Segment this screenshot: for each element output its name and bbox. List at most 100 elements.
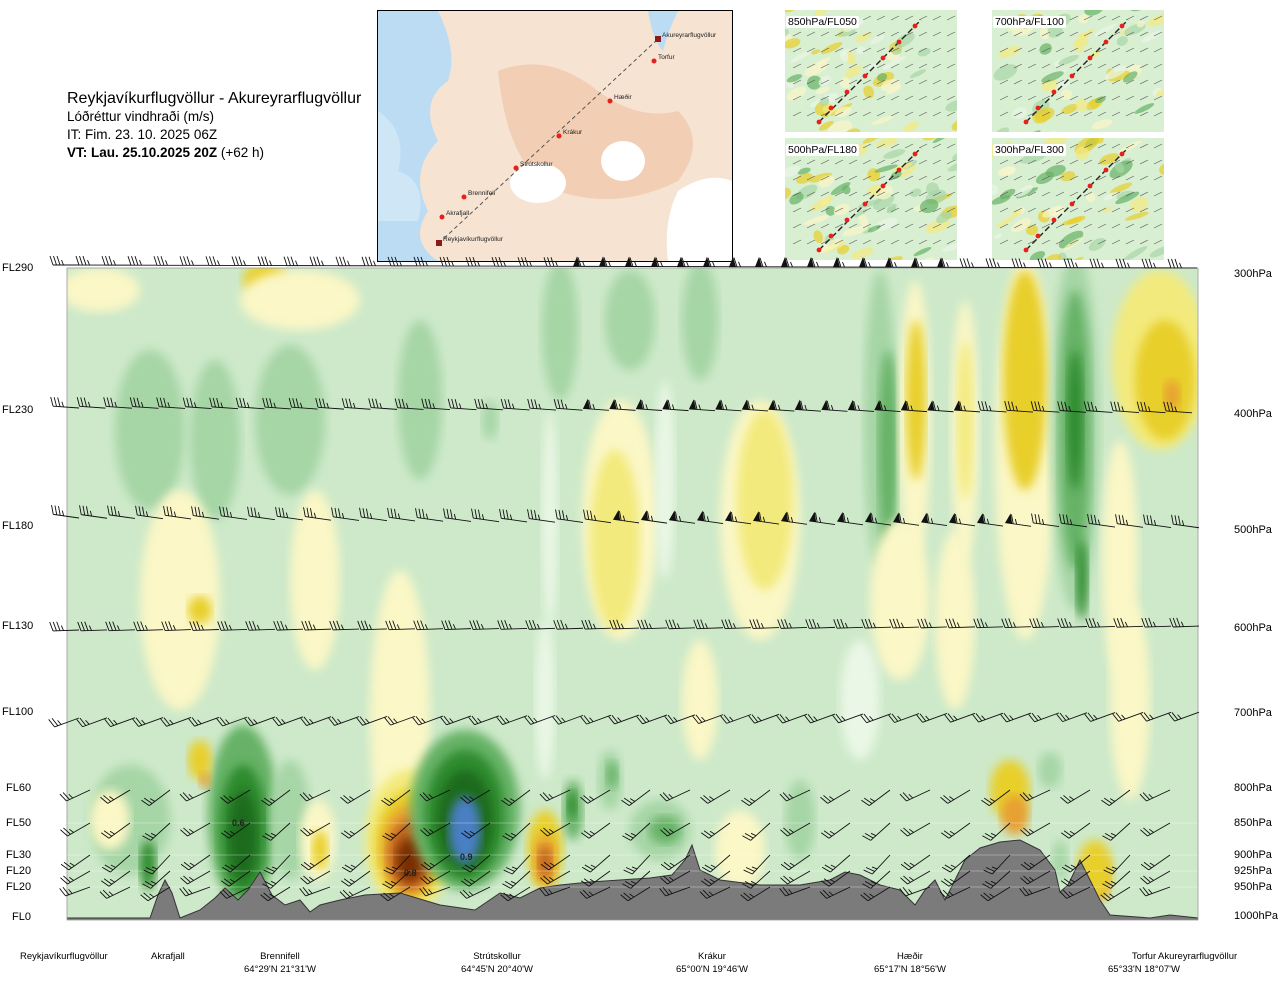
wind-barb	[219, 506, 248, 520]
wind-barb	[972, 712, 1004, 723]
station-coord: 65°17'N 18°56'W	[874, 964, 946, 975]
thumbnail-wind-tick	[876, 79, 886, 85]
thumbnail-wind-tick	[876, 175, 886, 181]
thumbnail-wind-tick	[918, 159, 928, 165]
thumbnail-wind-tick	[932, 191, 942, 197]
fl-label-230: FL230	[2, 404, 34, 416]
wind-barb	[382, 870, 411, 889]
thumbnail-field-cell	[945, 99, 957, 112]
thumbnail-route	[818, 147, 922, 251]
wind-barb	[636, 398, 663, 411]
wind-barb	[937, 257, 963, 268]
wind-barb	[540, 822, 571, 837]
thumbnail-wind-tick	[932, 143, 942, 149]
thumbnail-point	[896, 39, 902, 45]
thumbnail-wind-tick	[862, 223, 872, 229]
fl-label-0: FL0	[12, 911, 31, 923]
vertical-velocity-cell	[270, 760, 310, 880]
wind-barb	[940, 789, 971, 804]
hpa-label-700: 700hPa	[1234, 707, 1272, 719]
wind-barb	[1139, 789, 1171, 802]
thumbnail-wind-tick	[876, 207, 886, 213]
issue-time: IT: Fim. 23. 10. 2025 06Z	[67, 127, 218, 142]
station-name: Krákur	[697, 951, 726, 962]
wind-barb	[1057, 618, 1088, 628]
thumbnail-field-cell	[1130, 196, 1148, 212]
thumbnail-wind-tick	[1083, 47, 1093, 53]
thumbnail-field-cell	[1123, 246, 1148, 260]
thumbnail-field-cell	[867, 63, 877, 70]
wind-barb	[740, 886, 771, 902]
vertical-velocity-cell	[906, 320, 926, 480]
thumbnail-wind-tick	[904, 111, 914, 117]
wind-barb	[539, 789, 571, 802]
wind-barb	[179, 256, 209, 266]
thumbnail-field-cell	[818, 120, 834, 131]
thumbnail-wind-tick	[862, 191, 872, 197]
thumbnail-wind-tick	[890, 207, 900, 213]
contour-label: 0.6	[232, 818, 245, 828]
wind-barb	[142, 870, 171, 889]
thumbnail-wind-tick	[1153, 79, 1163, 85]
thumbnail-wind-tick	[806, 79, 816, 85]
wind-barb	[874, 400, 901, 412]
sea-bay	[378, 111, 421, 221]
thumbnail-wind-tick	[1139, 239, 1149, 245]
wind-barb	[1060, 870, 1091, 887]
wind-barb	[741, 789, 771, 807]
wind-barb	[133, 621, 164, 632]
wind-barb	[669, 510, 696, 524]
hpa-label-925: 925hPa	[1234, 865, 1272, 877]
wind-barb	[182, 397, 212, 410]
wind-barb	[100, 789, 131, 804]
glacier-1	[510, 163, 566, 203]
wind-barb	[1063, 258, 1093, 269]
thumbnail-wind-tick	[946, 223, 956, 229]
wind-barb	[469, 620, 500, 630]
wind-barb	[1084, 712, 1116, 722]
thumbnail-wind-tick	[904, 63, 914, 69]
thumbnail-field-cell	[827, 120, 853, 132]
thumbnail-wind-tick	[890, 47, 900, 53]
wind-barb	[580, 870, 611, 887]
thumbnail-wind-tick	[1083, 159, 1093, 165]
wind-barb	[299, 789, 331, 802]
wind-barb	[300, 716, 332, 726]
thumbnail-point	[1119, 151, 1125, 157]
fl-label-30: FL30	[6, 849, 32, 861]
wind-barb	[262, 397, 292, 410]
thumbnail-wind-tick	[918, 63, 928, 69]
thumbnail-wind-tick	[848, 175, 858, 181]
thumbnail-field-cell	[917, 48, 931, 57]
vertical-velocity-cell	[1110, 600, 1150, 800]
thumbnail-wind-tick	[820, 47, 830, 53]
title-block: Reykjavíkurflugvöllur - Akureyrarflugvöl…	[67, 90, 361, 162]
vertical-velocity-cell	[312, 830, 328, 870]
thumbnail-wind-tick	[1013, 95, 1023, 101]
thumbnail-wind-tick	[918, 15, 928, 21]
thumbnail-wind-tick	[946, 31, 956, 37]
thumbnail-wind-tick	[1041, 111, 1051, 117]
thumbnail-wind-tick	[904, 95, 914, 101]
thumbnail-wind-tick	[1027, 31, 1037, 37]
wind-barb	[779, 886, 811, 897]
thumbnail-wind-tick	[1027, 79, 1037, 85]
thumbnail-field-cell	[952, 151, 957, 161]
wind-barb	[260, 886, 291, 902]
terrain-profile	[67, 839, 1198, 920]
wind-barb	[381, 789, 411, 807]
thumbnail-wind-tick	[1097, 143, 1107, 149]
thumbnail-field-cell	[844, 65, 862, 79]
wind-barb	[1171, 514, 1200, 529]
thumbnail-field-cell	[998, 45, 1020, 59]
wind-barb	[335, 256, 365, 267]
map-point-marker	[651, 58, 657, 64]
wind-barb	[156, 397, 186, 409]
thumbnail-wind-tick	[1125, 143, 1135, 149]
wind-barb	[699, 886, 731, 899]
thumbnail-point	[1023, 247, 1029, 253]
vertical-velocity-cell	[682, 640, 718, 760]
wind-barb	[583, 398, 610, 411]
wind-barb	[748, 713, 780, 724]
vertical-velocity-cell	[870, 520, 930, 680]
